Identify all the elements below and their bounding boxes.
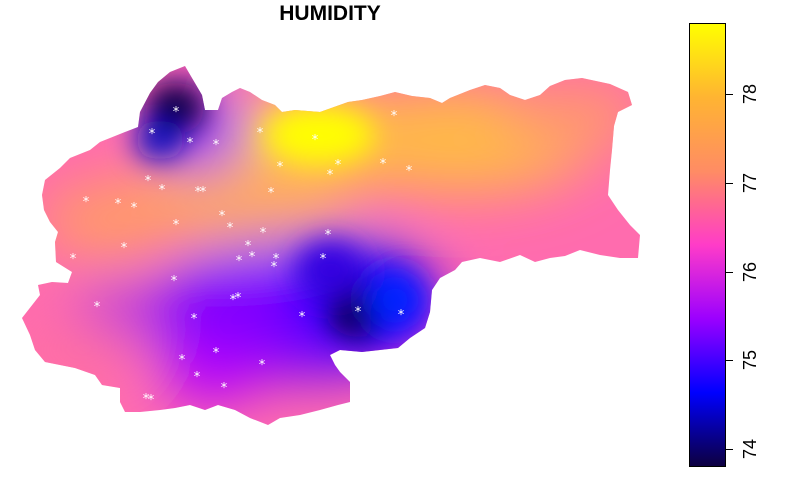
legend-tick-label: 75: [740, 350, 760, 371]
station-star-icon: *: [149, 127, 156, 142]
station-star-icon: *: [143, 392, 150, 407]
legend-tick-mark: [726, 449, 733, 451]
station-star-icon: *: [235, 291, 242, 306]
legend-tick-mark: [726, 182, 733, 184]
station-star-icon: *: [171, 274, 178, 289]
station-star-icon: *: [273, 252, 280, 267]
station-star-icon: *: [159, 183, 166, 198]
legend-tick-mark: [726, 360, 733, 362]
station-star-icon: *: [121, 241, 128, 256]
station-star-icon: *: [335, 158, 342, 173]
station-star-icon: *: [320, 252, 327, 267]
station-star-icon: *: [325, 228, 332, 243]
legend-tick-mark: [726, 271, 733, 273]
station-star-icon: *: [191, 312, 198, 327]
legend-colorbar: [689, 23, 726, 467]
station-star-icon: *: [148, 393, 155, 408]
station-star-icon: *: [277, 160, 284, 175]
map-title: HUMIDITY: [279, 2, 381, 25]
legend-tick-mark: [726, 94, 733, 96]
station-star-icon: *: [173, 218, 180, 233]
station-star-icon: *: [245, 239, 252, 254]
station-star-icon: *: [230, 293, 237, 308]
legend-tick-label: 78: [740, 84, 760, 105]
station-star-icon: *: [221, 381, 228, 396]
station-star-icon: *: [179, 353, 186, 368]
station-star-icon: *: [213, 346, 220, 361]
station-star-icon: *: [391, 109, 398, 124]
station-star-icon: *: [70, 252, 77, 267]
station-star-icon: *: [249, 250, 256, 265]
station-star-icon: *: [236, 254, 243, 269]
legend-tick-label: 77: [740, 172, 760, 193]
station-star-icon: *: [257, 126, 264, 141]
station-star-icon: *: [380, 157, 387, 172]
station-star-icon: *: [312, 133, 319, 148]
station-star-icon: *: [268, 186, 275, 201]
station-star-icon: *: [187, 136, 194, 151]
station-star-icon: *: [200, 185, 207, 200]
station-star-icon: *: [194, 370, 201, 385]
station-star-icon: *: [83, 195, 90, 210]
station-star-icon: *: [327, 168, 334, 183]
station-star-icon: *: [145, 174, 152, 189]
station-star-icon: *: [94, 300, 101, 315]
station-markers: *** ** ***** * *** ** ** * *** * * ** ** * ****** *** * *…: [70, 105, 413, 408]
legend-tick-label: 76: [740, 261, 760, 282]
station-star-icon: *: [259, 358, 266, 373]
station-star-icon: *: [355, 305, 362, 320]
station-star-icon: *: [213, 138, 220, 153]
interpolated-surface: [22, 66, 640, 425]
station-star-icon: *: [398, 308, 405, 323]
station-star-icon: *: [115, 197, 122, 212]
station-star-icon: *: [173, 105, 180, 120]
station-star-icon: *: [260, 226, 267, 241]
legend-tick-label: 74: [740, 439, 760, 460]
station-star-icon: *: [406, 164, 413, 179]
station-star-icon: *: [131, 201, 138, 216]
station-star-icon: *: [227, 221, 234, 236]
station-star-icon: *: [299, 310, 306, 325]
station-star-icon: *: [219, 209, 226, 224]
station-star-icon: *: [195, 185, 202, 200]
station-star-icon: *: [271, 260, 278, 275]
